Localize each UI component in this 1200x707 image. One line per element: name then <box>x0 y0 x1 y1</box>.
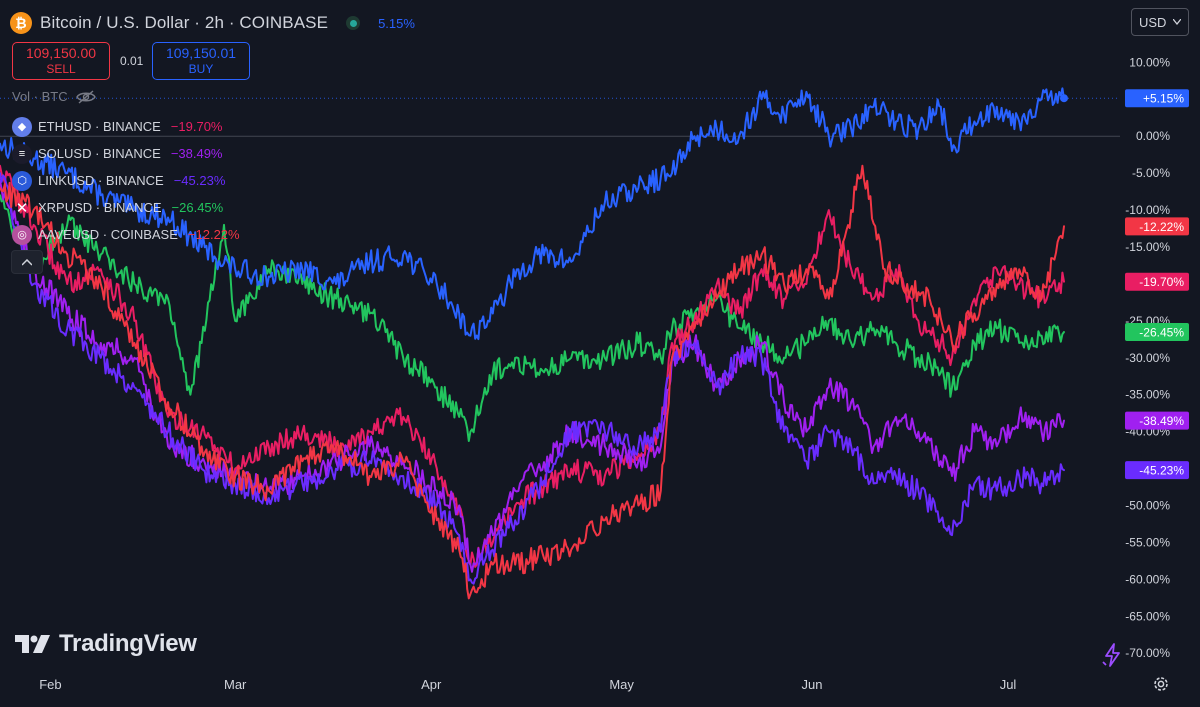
volume-label: Vol · BTC <box>12 89 68 104</box>
volume-indicator[interactable]: Vol · BTC <box>12 89 96 104</box>
x-tick-label: Feb <box>39 677 61 692</box>
x-tick-label: Apr <box>421 677 442 692</box>
gear-icon[interactable] <box>1152 675 1170 693</box>
ethereum-icon: ◆ <box>12 116 32 137</box>
eye-hidden-icon[interactable] <box>75 89 96 104</box>
y-tick-label: -55.00% <box>1125 535 1170 549</box>
y-tick-label: 10.00% <box>1129 55 1170 69</box>
symbol-title[interactable]: Bitcoin / U.S. Dollar · 2h · COINBASE <box>40 13 329 32</box>
tradingview-logo[interactable]: TradingView <box>15 630 197 658</box>
y-tick-label: -35.00% <box>1125 388 1170 402</box>
last-value-label: -19.70% <box>1139 275 1184 289</box>
currency-select[interactable]: USD <box>1131 8 1189 36</box>
buy-button[interactable]: 109,150.01 BUY <box>152 42 250 80</box>
last-value-badge <box>1125 89 1189 108</box>
collapse-legend-button[interactable] <box>11 250 43 274</box>
y-tick-label: -65.00% <box>1125 609 1170 623</box>
legend-item[interactable]: ≡ SOLUSD · BINANCE −38.49% <box>12 140 240 167</box>
tradingview-wordmark: TradingView <box>59 630 197 657</box>
y-tick-label: -70.00% <box>1125 646 1170 660</box>
legend-symbol: ETHUSD · BINANCE <box>38 119 161 134</box>
solana-icon: ≡ <box>12 143 32 164</box>
legend-symbol: LINKUSD · BINANCE <box>38 173 164 188</box>
legend-symbol: AAVEUSD · COINBASE <box>38 227 178 242</box>
last-value-label: -38.49% <box>1139 414 1184 428</box>
bitcoin-icon[interactable]: ₿ <box>10 12 32 34</box>
xrp-icon: ✕ <box>15 199 29 217</box>
y-tick-label: -60.00% <box>1125 572 1170 586</box>
buy-price: 109,150.01 <box>165 45 237 61</box>
compare-legend: ◆ ETHUSD · BINANCE −19.70% ≡ SOLUSD · BI… <box>12 113 240 248</box>
legend-symbol: SOLUSD · BINANCE <box>38 146 161 161</box>
symbol-header: ₿ Bitcoin / U.S. Dollar · 2h · COINBASE … <box>10 10 415 36</box>
last-value-badge <box>1125 322 1189 341</box>
y-tick-label: -15.00% <box>1125 240 1170 254</box>
series-line-linkusd <box>0 172 1065 585</box>
legend-item[interactable]: ◎ AAVEUSD · COINBASE −12.22% <box>12 221 240 248</box>
legend-item[interactable]: ✕ XRPUSD · BINANCE −26.45% <box>12 194 240 221</box>
last-value-badge <box>1125 217 1189 236</box>
market-status-icon[interactable] <box>346 16 361 30</box>
legend-symbol: XRPUSD · BINANCE <box>38 200 162 215</box>
y-tick-label: 0.00% <box>1136 129 1170 143</box>
series-line-xrpusd <box>0 194 1065 442</box>
chevron-up-icon <box>22 258 32 266</box>
spread-value: 0.01 <box>120 54 144 68</box>
last-value-badge <box>1125 272 1189 291</box>
tradingview-icon <box>15 635 50 653</box>
buy-label: BUY <box>188 62 214 76</box>
y-tick-label: -50.00% <box>1125 499 1170 513</box>
legend-value: −19.70% <box>170 119 223 134</box>
last-value-badge <box>1125 461 1189 480</box>
legend-value: −45.23% <box>173 173 226 188</box>
chainlink-icon: ⬡ <box>12 170 32 191</box>
x-tick-label: May <box>609 677 634 692</box>
last-value-label: -12.22% <box>1139 220 1184 234</box>
last-value-label: -45.23% <box>1139 464 1184 478</box>
y-tick-label: -10.00% <box>1125 203 1170 217</box>
legend-item[interactable]: ⬡ LINKUSD · BINANCE −45.23% <box>12 167 240 194</box>
last-value-badge <box>1125 411 1189 430</box>
series-line-btcusd <box>0 87 1065 341</box>
legend-value: −38.49% <box>170 146 223 161</box>
y-tick-label: -5.00% <box>1132 166 1170 180</box>
aave-icon: ◎ <box>12 224 32 245</box>
last-value-label: -26.45% <box>1139 325 1184 339</box>
sell-price: 109,150.00 <box>25 45 97 61</box>
x-tick-label: Mar <box>224 677 247 692</box>
y-tick-label: -30.00% <box>1125 351 1170 365</box>
x-tick-label: Jul <box>1000 677 1017 692</box>
x-tick-label: Jun <box>802 677 823 692</box>
sell-label: SELL <box>46 62 76 76</box>
chevron-down-icon <box>1173 19 1181 25</box>
series-line-aaveusd <box>0 164 1065 600</box>
legend-value: −12.22% <box>187 227 240 242</box>
series-end-dot <box>1060 94 1068 103</box>
currency-value: USD <box>1139 14 1167 30</box>
trade-panel: 109,150.00 SELL 0.01 109,150.01 BUY <box>12 42 250 80</box>
legend-value: −26.45% <box>171 200 224 215</box>
lightning-icon[interactable] <box>1100 642 1126 668</box>
last-value-label: +5.15% <box>1143 92 1184 106</box>
legend-item[interactable]: ◆ ETHUSD · BINANCE −19.70% <box>12 113 240 140</box>
symbol-change: 5.15% <box>378 15 415 31</box>
sell-button[interactable]: 109,150.00 SELL <box>12 42 110 80</box>
